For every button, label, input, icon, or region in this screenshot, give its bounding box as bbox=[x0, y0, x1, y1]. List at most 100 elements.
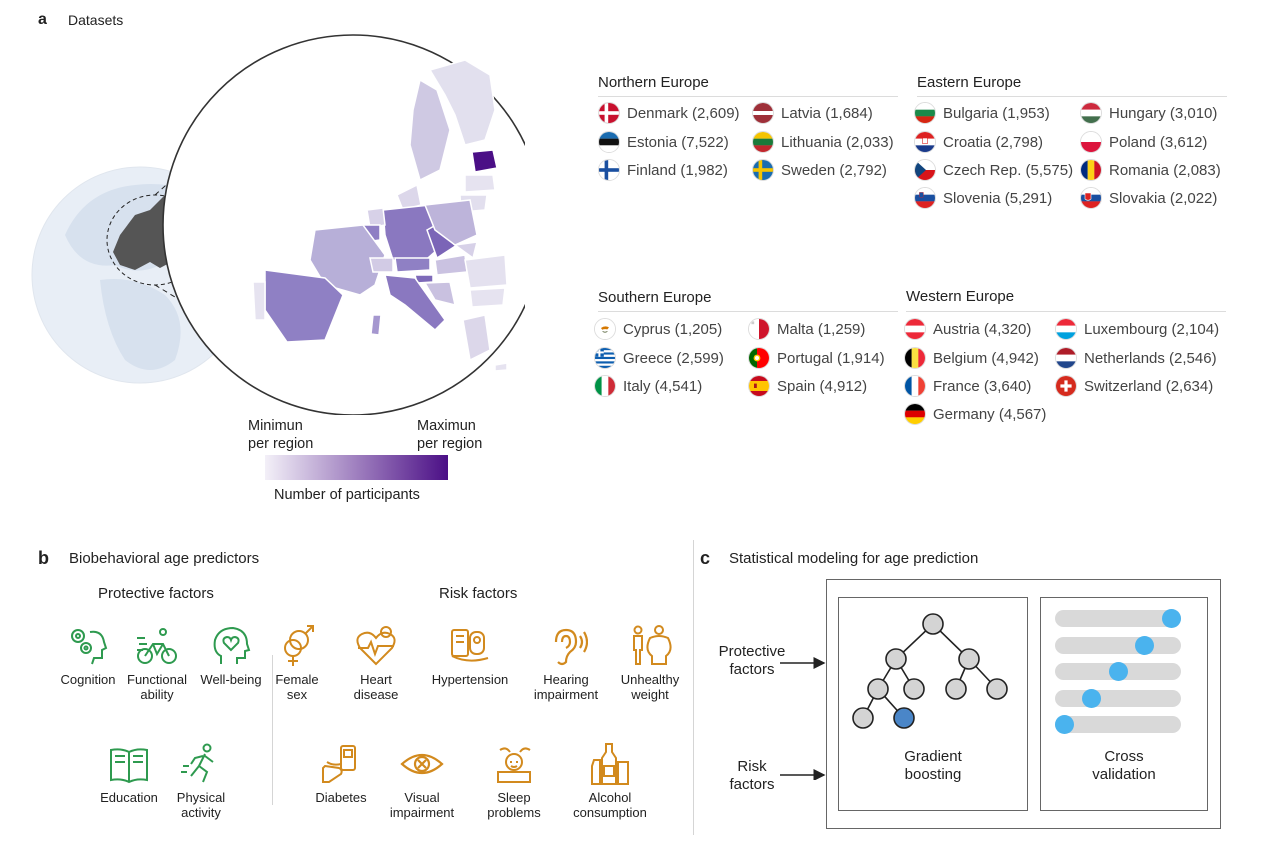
country-item-czech: Czech Rep. (5,575) bbox=[914, 159, 1073, 181]
legend-min-label: Minimun per region bbox=[248, 417, 313, 453]
legend-min-line1: Minimun bbox=[248, 418, 303, 434]
country-item-cyprus: Cyprus (1,205) bbox=[594, 318, 722, 340]
factor-female-sex: Female sex bbox=[252, 624, 342, 702]
cv-fold-bar bbox=[1055, 636, 1181, 654]
country-item-finland: Finland (1,982) bbox=[598, 159, 728, 181]
factor-label-line2: consumption bbox=[573, 805, 647, 820]
country-item-switzerland: Switzerland (2,634) bbox=[1055, 375, 1213, 397]
factor-label-line1: Alcohol bbox=[588, 790, 632, 805]
cv-validation-fold-dot bbox=[1081, 688, 1101, 708]
map-denmark bbox=[396, 183, 422, 211]
cyprus-flag-icon bbox=[594, 318, 616, 340]
book-icon bbox=[110, 748, 148, 784]
factor-label-line2: weight bbox=[631, 687, 669, 702]
country-label: Netherlands (2,546) bbox=[1084, 349, 1217, 367]
factor-label-line2: disease bbox=[353, 687, 399, 702]
bottles-icon bbox=[591, 743, 629, 785]
factor-education: Education bbox=[84, 742, 174, 805]
map-austria bbox=[394, 257, 431, 273]
country-label: Slovenia (5,291) bbox=[943, 189, 1053, 207]
factor-label-line2: sex bbox=[286, 687, 308, 702]
input-risk-line1: Risk bbox=[737, 758, 767, 775]
country-label: Switzerland (2,634) bbox=[1084, 377, 1214, 395]
panel-b-letter: b bbox=[38, 548, 49, 568]
tree-node bbox=[903, 678, 925, 700]
tree-node bbox=[986, 678, 1008, 700]
factor-label-line1: Unhealthy bbox=[620, 672, 680, 687]
country-item-luxembourg: Luxembourg (2,104) bbox=[1055, 318, 1219, 340]
ear-icon bbox=[554, 628, 588, 666]
country-label: Austria (4,320) bbox=[933, 320, 1032, 338]
blood-pressure-icon bbox=[451, 629, 489, 662]
tree-node bbox=[885, 648, 907, 670]
factor-label-line1: Well-being bbox=[200, 672, 262, 687]
map-bulgaria bbox=[469, 287, 506, 308]
country-label: Italy (4,541) bbox=[623, 377, 703, 395]
input-protective-factors: Protective factors bbox=[710, 643, 794, 679]
country-item-sweden: Sweden (2,792) bbox=[752, 159, 887, 181]
cyclist-icon bbox=[137, 628, 177, 664]
factor-label-line2: impairment bbox=[533, 687, 599, 702]
factor-label-line1: Hearing bbox=[543, 672, 589, 687]
country-label: Slovakia (2,022) bbox=[1109, 189, 1218, 207]
country-label: Portugal (1,914) bbox=[777, 349, 885, 367]
cross-validation-folds bbox=[1055, 607, 1181, 734]
map-slovakia bbox=[453, 241, 478, 260]
factor-label-line1: Diabetes bbox=[315, 790, 367, 805]
region-title-southern: Southern Europe bbox=[598, 289, 712, 306]
cv-fold-bar bbox=[1055, 716, 1181, 733]
poland-flag-icon bbox=[1080, 131, 1102, 153]
input-protective-line2: factors bbox=[729, 661, 775, 678]
country-label: Czech Rep. (5,575) bbox=[943, 161, 1074, 179]
input-risk-line2: factors bbox=[729, 776, 775, 793]
map-estonia bbox=[471, 149, 498, 173]
cv-validation-fold-dot bbox=[1135, 635, 1155, 655]
country-label: Cyprus (1,205) bbox=[623, 320, 723, 338]
region-divider bbox=[906, 311, 1226, 312]
legend-color-gradient bbox=[265, 455, 448, 480]
slovakia-flag-icon bbox=[1080, 187, 1102, 209]
country-item-romania: Romania (2,083) bbox=[1080, 159, 1221, 181]
gradient-boosting-line1: Gradient bbox=[904, 748, 962, 765]
factor-alcohol-consumption: Alcohol consumption bbox=[565, 742, 655, 820]
country-item-slovakia: Slovakia (2,022) bbox=[1080, 187, 1217, 209]
country-label: Estonia (7,522) bbox=[627, 133, 729, 151]
slovenia-flag-icon bbox=[914, 187, 936, 209]
factor-label-line1: Heart bbox=[360, 672, 392, 687]
region-title-northern: Northern Europe bbox=[598, 74, 709, 91]
country-item-netherlands: Netherlands (2,546) bbox=[1055, 347, 1217, 369]
map-netherlands bbox=[366, 207, 386, 229]
lithuania-flag-icon bbox=[752, 131, 774, 153]
risk-factors-title: Risk factors bbox=[439, 585, 518, 602]
country-item-hungary: Hungary (3,010) bbox=[1080, 102, 1217, 124]
tree-node bbox=[852, 707, 874, 729]
country-item-italy: Italy (4,541) bbox=[594, 375, 702, 397]
factor-unhealthy-weight: Unhealthy weight bbox=[605, 624, 695, 702]
factor-label-line1: Female bbox=[275, 672, 319, 687]
factor-label-line2: problems bbox=[487, 805, 541, 820]
sleep-icon bbox=[497, 747, 531, 783]
cv-fold-bar bbox=[1055, 689, 1181, 707]
country-label: Latvia (1,684) bbox=[781, 104, 873, 122]
panel-c-title: Statistical modeling for age prediction bbox=[729, 550, 979, 567]
map-latvia bbox=[464, 174, 496, 193]
factor-label-line1: Physical bbox=[176, 790, 226, 805]
country-label: Greece (2,599) bbox=[623, 349, 724, 367]
country-item-denmark: Denmark (2,609) bbox=[598, 102, 740, 124]
country-item-austria: Austria (4,320) bbox=[904, 318, 1031, 340]
country-label: Lithuania (2,033) bbox=[781, 133, 894, 151]
tree-node bbox=[958, 648, 980, 670]
heart-head-icon bbox=[213, 626, 251, 664]
panel-c-letter: c bbox=[700, 548, 711, 568]
bulgaria-flag-icon bbox=[914, 102, 936, 124]
tree-node bbox=[922, 613, 944, 635]
country-item-malta: Malta (1,259) bbox=[748, 318, 865, 340]
legend-max-line1: Maximun bbox=[417, 418, 476, 434]
factor-label-line1: Cognition bbox=[60, 672, 116, 687]
protective-factors-title: Protective factors bbox=[98, 585, 214, 602]
country-item-portugal: Portugal (1,914) bbox=[748, 347, 885, 369]
runner-icon bbox=[181, 743, 214, 783]
country-label: Bulgaria (1,953) bbox=[943, 104, 1050, 122]
factor-label-line2: ability bbox=[140, 687, 174, 702]
country-item-belgium: Belgium (4,942) bbox=[904, 347, 1039, 369]
